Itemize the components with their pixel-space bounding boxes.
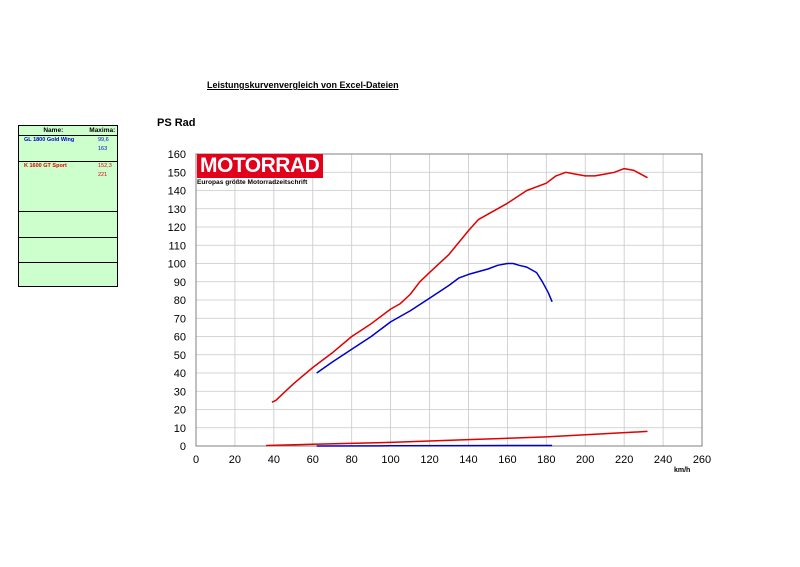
y-tick-label: 140 (168, 186, 186, 198)
y-tick-labels: 0 10 20 30 40 50 60 70 80 90 100 110 120 130 140 150 160 (168, 149, 186, 453)
x-tick-label: 80 (346, 454, 358, 466)
x-tick-label: 20 (229, 454, 241, 466)
logo-tagline: Europas größte Motorradzeitschrift (197, 179, 308, 186)
y-tick-label: 110 (168, 240, 186, 252)
x-tick-label: 240 (654, 454, 672, 466)
legend-entry-max-power: 99,6 (98, 137, 109, 143)
legend-entry-max-speed: 163 (98, 146, 108, 152)
y-tick-label: 20 (174, 405, 186, 417)
legend-header-name: Name: (43, 127, 64, 134)
x-tick-label: 220 (615, 454, 633, 466)
chart-series (266, 167, 648, 447)
legend-table: Name: Maxima: GL 1800 Gold Wing 99,6 163… (18, 125, 118, 287)
y-tick-label: 90 (174, 277, 186, 289)
x-tick-label: 120 (420, 454, 438, 466)
y-axis-label: PS Rad (157, 117, 196, 129)
x-tick-label: 200 (576, 454, 594, 466)
legend-entry-max-speed: 221 (98, 172, 108, 178)
y-tick-label: 150 (168, 167, 186, 179)
x-axis-unit: km/h (674, 467, 690, 474)
legend-row (19, 237, 117, 263)
x-tick-label: 180 (537, 454, 555, 466)
series-line (266, 430, 648, 447)
y-tick-label: 70 (174, 313, 186, 325)
x-tick-label: 140 (459, 454, 477, 466)
logo-brand: MOTORRAD (197, 154, 323, 178)
legend-header: Name: Maxima: (19, 126, 117, 136)
legend-header-max: Maxima: (89, 127, 116, 134)
y-tick-label: 30 (174, 386, 186, 398)
x-tick-label: 40 (268, 454, 280, 466)
legend-row: GL 1800 Gold Wing 99,6 163 (19, 135, 117, 162)
x-tick-label: 60 (307, 454, 319, 466)
chart-grid (195, 153, 703, 447)
x-tick-label: 0 (193, 454, 199, 466)
y-tick-label: 160 (168, 149, 186, 161)
y-tick-label: 100 (168, 259, 186, 271)
series-line (316, 444, 553, 447)
y-tick-label: 120 (168, 222, 186, 234)
motorrad-logo: MOTORRAD Europas größte Motorradzeitschr… (197, 154, 323, 186)
x-tick-label: 160 (498, 454, 516, 466)
y-tick-label: 60 (174, 332, 186, 344)
y-tick-label: 10 (174, 423, 186, 435)
legend-row: K 1600 GT Sport 152,3 221 (19, 161, 117, 212)
page-title: Leistungskurvenvergleich von Excel-Datei… (207, 80, 399, 90)
x-tick-label: 260 (693, 454, 711, 466)
y-tick-label: 40 (174, 368, 186, 380)
legend-entry-max-power: 152,3 (98, 163, 112, 169)
y-tick-label: 130 (168, 204, 186, 216)
series-line (271, 167, 648, 403)
y-tick-label: 50 (174, 350, 186, 362)
y-tick-label: 80 (174, 295, 186, 307)
x-tick-labels: 0 20 40 60 80 100 120 140 160 180 200 220 240 260 (193, 454, 711, 466)
legend-entry-name: K 1600 GT Sport (24, 163, 67, 169)
y-tick-label: 0 (180, 441, 186, 453)
x-tick-label: 100 (381, 454, 399, 466)
legend-entry-name: GL 1800 Gold Wing (24, 137, 75, 143)
legend-row (19, 211, 117, 238)
series-line (316, 262, 553, 374)
